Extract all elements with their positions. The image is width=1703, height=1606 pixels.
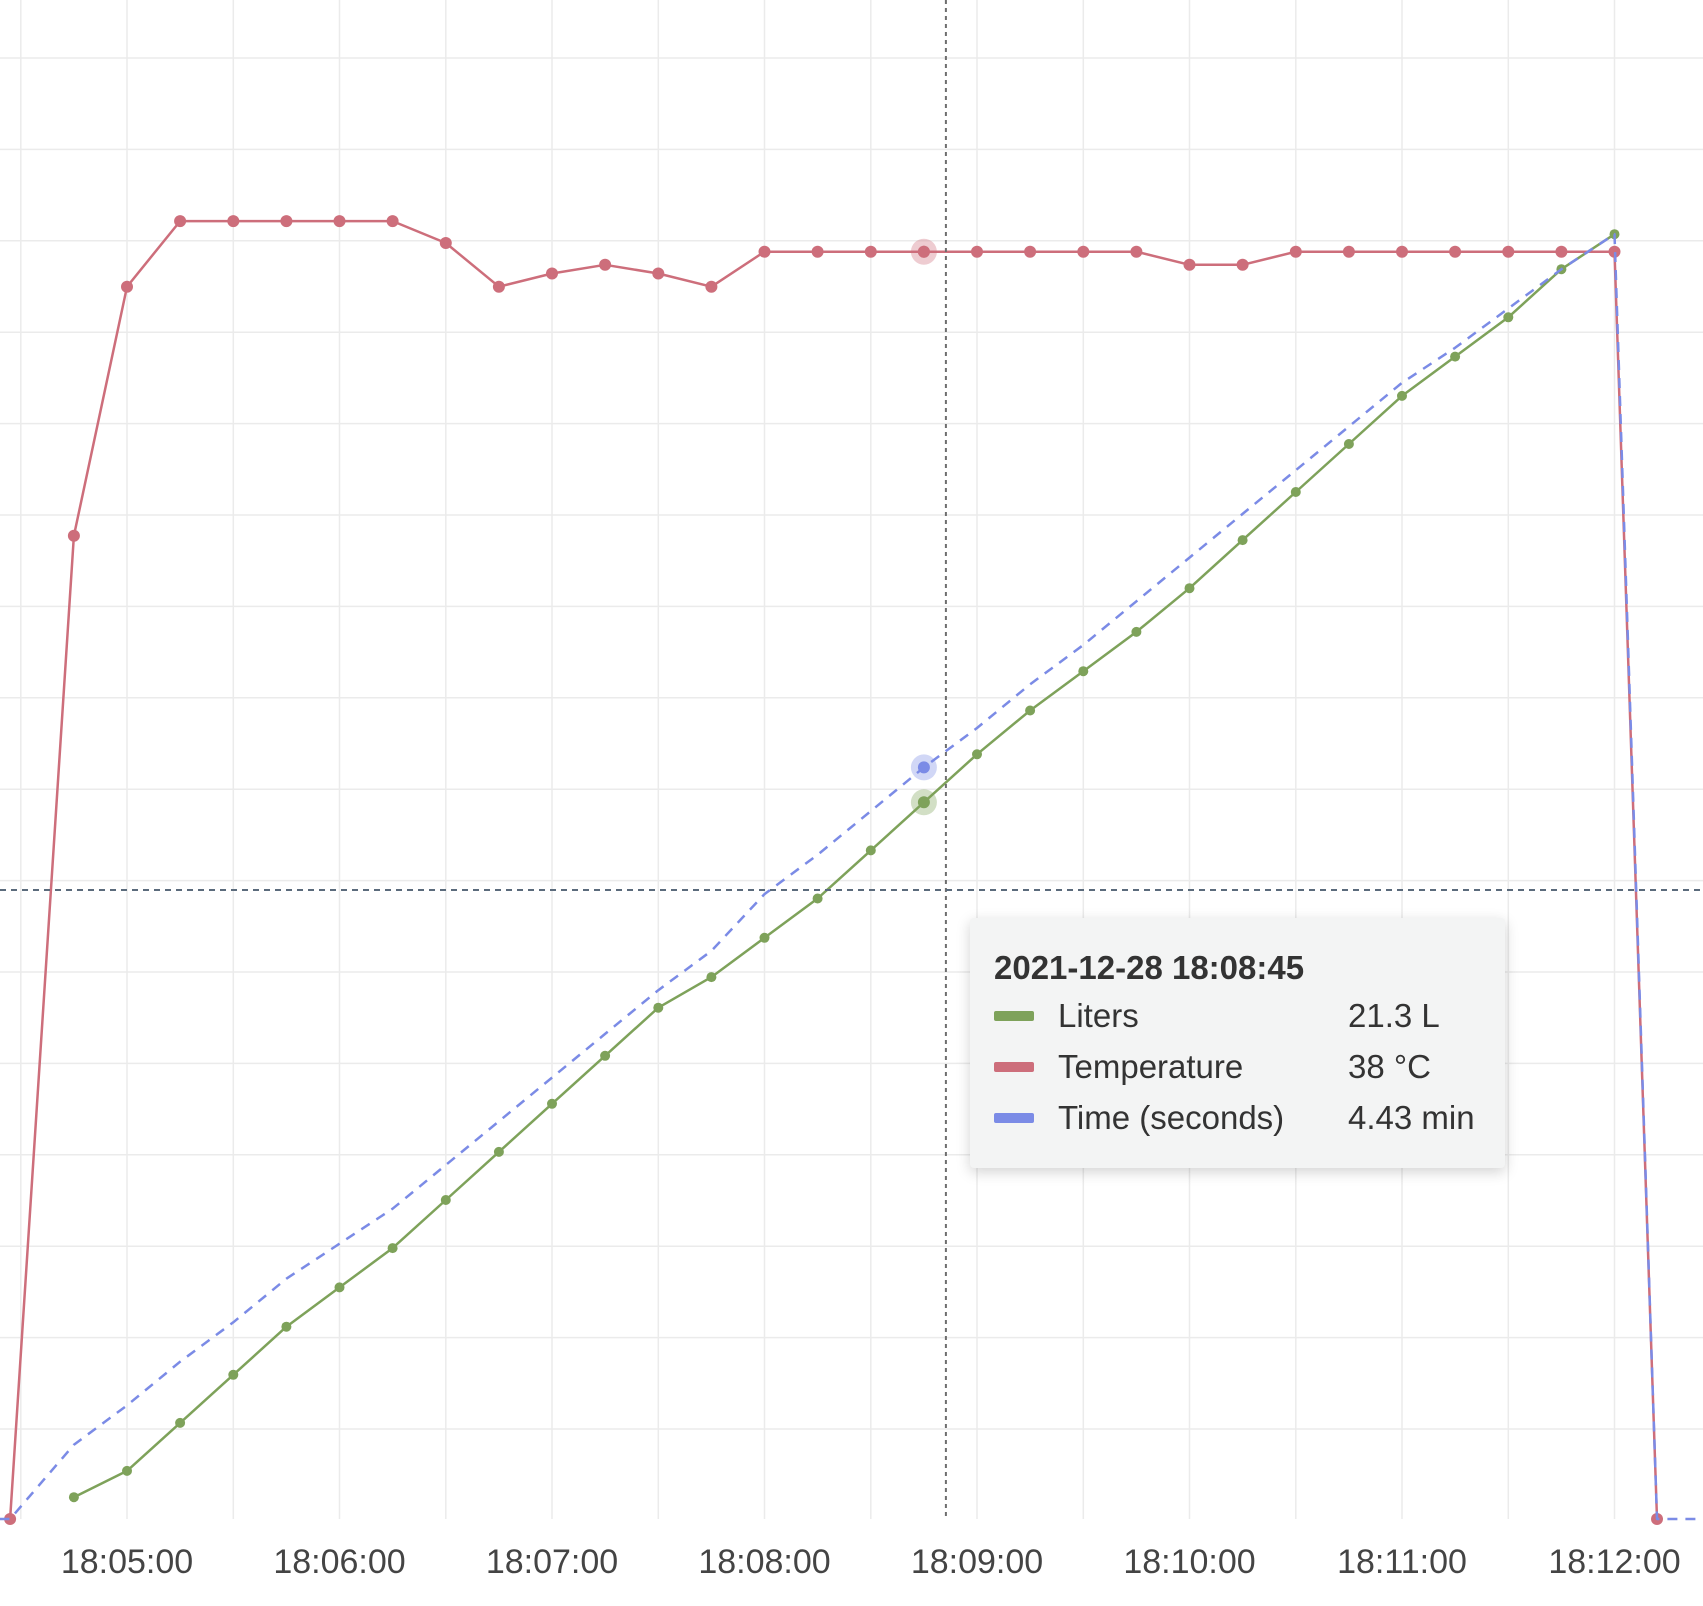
tooltip-series-value: 38 °C [1348, 1047, 1431, 1085]
data-point [1503, 312, 1514, 323]
data-point [759, 932, 770, 943]
data-point [811, 245, 824, 258]
data-point [1025, 705, 1036, 716]
data-point [1130, 245, 1143, 258]
data-point [1608, 245, 1621, 258]
tooltip-row-liters: Liters 21.3 L [994, 990, 1481, 1041]
tooltip-timestamp: 2021-12-28 18:08:45 [994, 949, 1305, 986]
data-point [546, 267, 558, 280]
hover-point [917, 245, 930, 258]
data-point [281, 1321, 292, 1332]
tooltip-series-name: Time (seconds) [1058, 1098, 1285, 1136]
crosshair [0, 0, 1703, 1519]
data-point [1237, 535, 1248, 546]
data-point [706, 972, 717, 983]
data-point [972, 749, 982, 760]
data-point [122, 1465, 132, 1476]
data-point [864, 245, 877, 258]
data-point [174, 215, 187, 228]
tooltip-row-temperature: Temperature 38 °C [994, 1041, 1481, 1092]
data-point [1555, 245, 1568, 258]
data-point [812, 893, 823, 904]
data-point [492, 280, 505, 293]
data-point [439, 237, 452, 249]
data-point [758, 245, 771, 258]
data-point [334, 1282, 345, 1293]
x-tick-label: 18:08:00 [698, 1543, 830, 1581]
data-point [1077, 245, 1090, 258]
data-point [600, 1050, 611, 1061]
hover-point [917, 761, 930, 774]
data-point [386, 215, 399, 228]
data-point [1290, 487, 1301, 497]
tooltip-swatch-time [994, 1112, 1034, 1123]
data-point [1236, 258, 1249, 271]
data-point [4, 1513, 17, 1525]
x-tick-label: 18:12:00 [1548, 1543, 1680, 1581]
data-point [1184, 583, 1195, 594]
series-line-temperature [8, 219, 1659, 1520]
x-tick-label: 18:10:00 [1123, 1543, 1255, 1581]
x-axis-ticks: 18:05:00 18:06:00 18:07:00 18:08:00 18:09:00… [61, 1543, 1681, 1581]
data-point [227, 215, 240, 228]
data-point [280, 215, 293, 228]
data-point [440, 1195, 451, 1205]
series-line-liters [73, 233, 1616, 1499]
data-point [68, 1492, 79, 1503]
data-point [333, 215, 346, 228]
data-point [1502, 245, 1515, 258]
tooltip-swatch-temperature [994, 1061, 1034, 1072]
data-point [1396, 245, 1408, 258]
data-point [1343, 439, 1354, 449]
tooltip-series-value: 21.3 L [1348, 996, 1440, 1034]
data-point [547, 1098, 557, 1109]
data-point [1024, 245, 1037, 258]
hover-point [917, 796, 930, 809]
data-point [493, 1146, 504, 1157]
data-point [1183, 258, 1196, 271]
grid [0, 0, 1703, 1519]
tooltip-series-name: Liters [1058, 996, 1139, 1034]
data-point [1342, 245, 1355, 258]
tooltip-swatch-liters [994, 1010, 1034, 1021]
series-line-time-seconds [0, 232, 1703, 1521]
x-tick-label: 18:07:00 [486, 1543, 618, 1581]
data-point [652, 267, 665, 280]
data-point [175, 1417, 186, 1428]
tooltip-series-name: Temperature [1058, 1047, 1244, 1085]
x-tick-label: 18:11:00 [1337, 1543, 1467, 1581]
data-point [653, 1002, 664, 1013]
x-tick-label: 18:06:00 [273, 1543, 405, 1581]
data-point [1449, 245, 1462, 258]
tooltip-row-time: Time (seconds) 4.43 min [994, 1092, 1481, 1143]
data-point [228, 1369, 239, 1380]
hover-tooltip: 2021-12-28 18:08:45 Liters 21.3 L Temper… [970, 918, 1505, 1168]
data-point [705, 280, 718, 293]
data-point [599, 258, 612, 271]
data-point [1078, 666, 1089, 677]
x-tick-label: 18:05:00 [61, 1543, 193, 1581]
data-point [1450, 351, 1461, 362]
series-lines [0, 215, 1703, 1525]
data-point [387, 1243, 398, 1254]
data-point [67, 529, 80, 542]
data-point [865, 845, 876, 856]
data-point [1289, 245, 1302, 258]
tooltip-series-value: 4.43 min [1348, 1098, 1475, 1136]
data-point [1131, 626, 1142, 637]
x-tick-label: 18:09:00 [911, 1543, 1043, 1581]
data-point [121, 280, 133, 293]
data-point [971, 245, 983, 258]
data-point [1397, 390, 1407, 401]
